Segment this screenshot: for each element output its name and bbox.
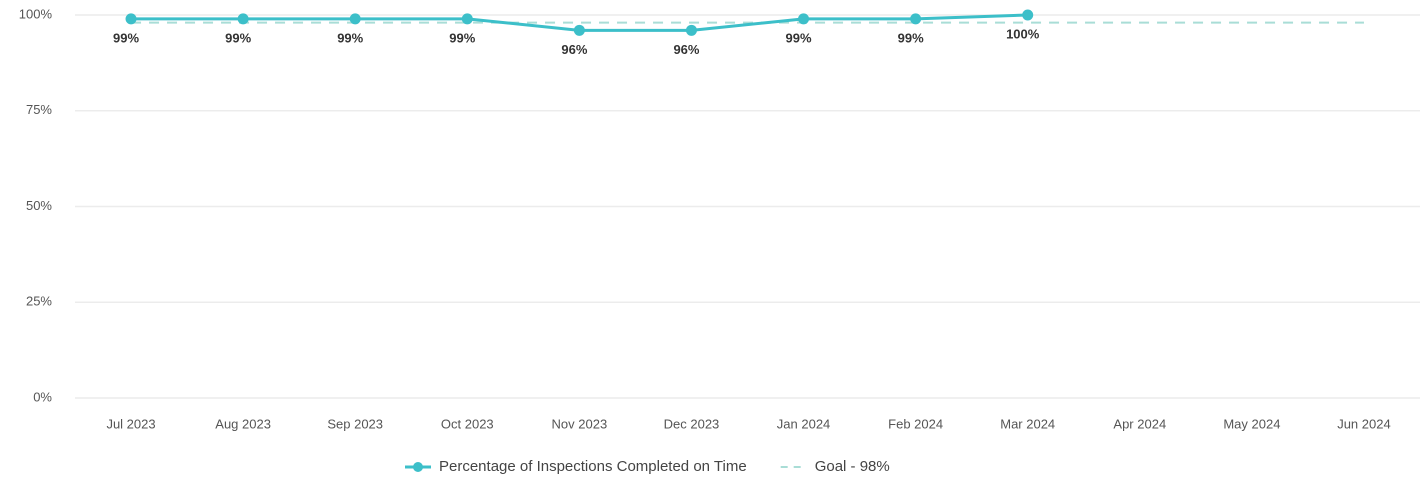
data-point <box>237 13 249 25</box>
legend-label: Percentage of Inspections Completed on T… <box>439 458 747 475</box>
y-tick-label: 100% <box>19 6 53 21</box>
x-tick-label: Dec 2023 <box>664 416 720 431</box>
data-label: 99% <box>898 30 924 45</box>
x-tick-label: Sep 2023 <box>327 416 383 431</box>
x-tick-label: May 2024 <box>1223 416 1280 431</box>
x-tick-label: Feb 2024 <box>888 416 943 431</box>
data-label: 96% <box>673 42 699 57</box>
legend-marker <box>413 462 423 472</box>
x-tick-label: Aug 2023 <box>215 416 271 431</box>
x-tick-label: Apr 2024 <box>1113 416 1166 431</box>
y-tick-label: 50% <box>26 198 52 213</box>
x-tick-label: Nov 2023 <box>552 416 608 431</box>
data-point <box>685 24 697 36</box>
legend-label: Goal - 98% <box>815 458 890 475</box>
data-point <box>125 13 137 25</box>
x-tick-label: Jun 2024 <box>1337 416 1391 431</box>
data-label: 99% <box>113 30 139 45</box>
data-label: 99% <box>786 30 812 45</box>
y-tick-label: 0% <box>33 389 52 404</box>
data-point <box>461 13 473 25</box>
y-tick-label: 75% <box>26 102 52 117</box>
data-point <box>798 13 810 25</box>
x-tick-label: Mar 2024 <box>1000 416 1055 431</box>
data-label: 99% <box>449 30 475 45</box>
data-point <box>1022 9 1034 21</box>
data-label: 100% <box>1006 26 1040 41</box>
data-label: 96% <box>561 42 587 57</box>
data-point <box>349 13 361 25</box>
data-point <box>910 13 922 25</box>
data-label: 99% <box>337 30 363 45</box>
x-tick-label: Jan 2024 <box>777 416 831 431</box>
data-label: 99% <box>225 30 251 45</box>
x-tick-label: Oct 2023 <box>441 416 494 431</box>
x-tick-label: Jul 2023 <box>106 416 155 431</box>
y-tick-label: 25% <box>26 294 52 309</box>
data-point <box>573 24 585 36</box>
